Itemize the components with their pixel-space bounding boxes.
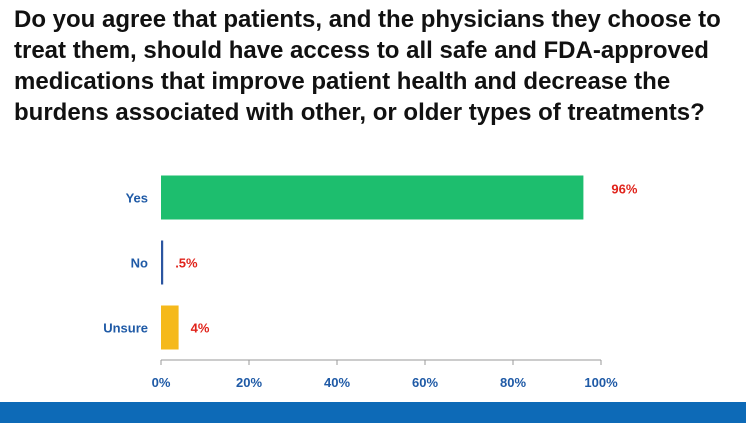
category-label-yes: Yes <box>126 191 148 206</box>
x-tick-label: 0% <box>152 375 171 390</box>
footer-bar <box>0 402 746 423</box>
category-label-no: No <box>131 256 148 271</box>
value-label-unsure: 4% <box>191 321 210 336</box>
x-tick-label: 20% <box>236 375 262 390</box>
x-tick-label: 100% <box>584 375 618 390</box>
category-label-unsure: Unsure <box>103 321 148 336</box>
question-title: Do you agree that patients, and the phys… <box>14 6 721 126</box>
value-label-no: .5% <box>175 256 198 271</box>
bar-chart: Yes 96% No .5% Unsure 4% 0% 20% 40% 60% 80% 100% <box>103 175 638 390</box>
x-tick-label: 80% <box>500 375 526 390</box>
bar-no <box>161 240 164 285</box>
x-tick-label: 60% <box>412 375 438 390</box>
bar-yes <box>161 175 584 220</box>
bar-unsure <box>161 305 179 350</box>
value-label-yes: 96% <box>611 182 637 197</box>
x-tick-label: 40% <box>324 375 350 390</box>
